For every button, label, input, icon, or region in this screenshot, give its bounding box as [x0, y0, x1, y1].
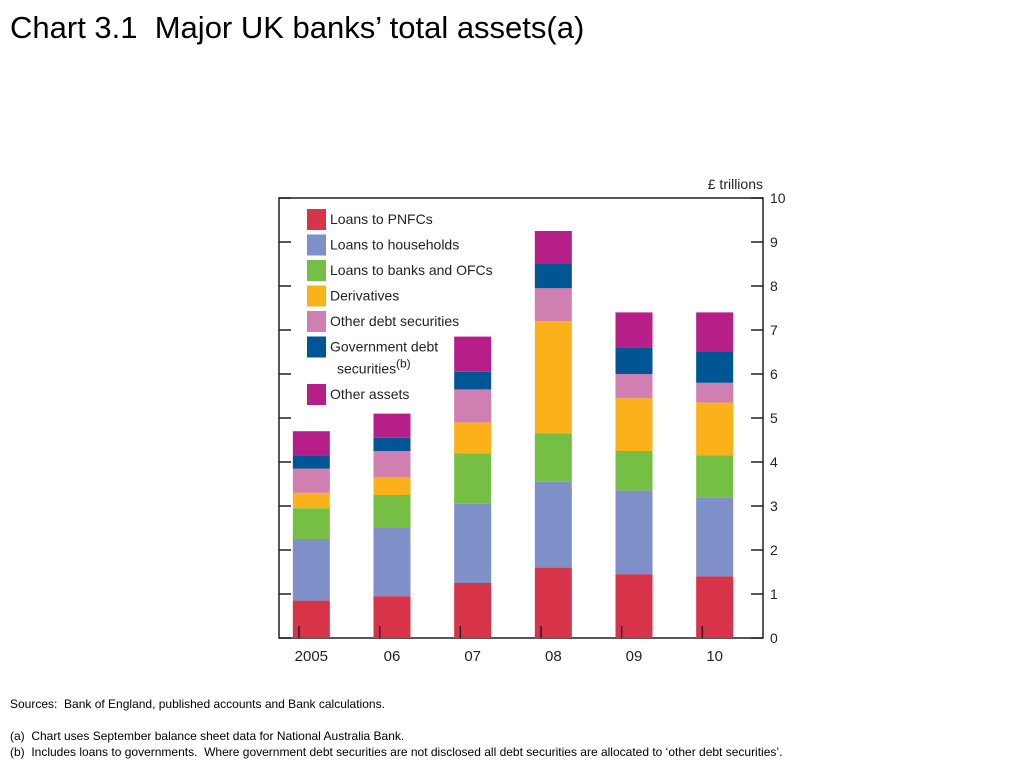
- legend-swatch: [307, 384, 326, 405]
- legend-swatch: [307, 234, 326, 256]
- bar-segment: [292, 431, 330, 456]
- bar-segment: [292, 539, 330, 601]
- footnote-a: (a) Chart uses September balance sheet d…: [10, 729, 405, 743]
- bar-segment: [292, 508, 330, 539]
- bar-segment: [696, 382, 734, 403]
- bar-segment: [292, 492, 330, 509]
- legend-swatch: [307, 285, 326, 307]
- bar-segment: [696, 312, 734, 352]
- legend-swatch: [307, 336, 326, 358]
- y-tick-label: 9: [770, 234, 778, 250]
- y-tick-label: 0: [770, 630, 778, 646]
- bar-segment: [454, 389, 492, 423]
- legend-label: Other debt securities: [330, 313, 459, 329]
- y-tick-label: 3: [770, 498, 778, 514]
- bar-segment: [454, 453, 492, 504]
- bar-segment: [454, 422, 492, 454]
- bar-segment: [454, 336, 492, 372]
- legend-label: Derivatives: [330, 288, 399, 304]
- chart-notes: Sources: Bank of England, published acco…: [10, 696, 1015, 760]
- legend-label: Loans to PNFCs: [330, 211, 433, 227]
- x-tick-label: 07: [464, 648, 481, 665]
- footnote-b: (b) Includes loans to governments. Where…: [10, 745, 783, 759]
- legend-swatch: [307, 260, 326, 281]
- legend-label: securities: [337, 361, 396, 377]
- bar-segment: [373, 437, 411, 451]
- bar-segment: [373, 451, 411, 478]
- bar-segment: [454, 371, 492, 390]
- bar-segment: [534, 231, 572, 264]
- bar-segment: [534, 433, 572, 482]
- x-tick-label: 09: [626, 648, 643, 665]
- bar-segment: [373, 477, 411, 495]
- sources-note: Sources: Bank of England, published acco…: [10, 697, 385, 711]
- y-tick-label: 10: [770, 190, 786, 206]
- bar-segment: [373, 495, 411, 528]
- stacked-bar-chart: 0 1 2 3 4 5 6 7 8 9 10 £ trillions 2005 06 07 08 09 10 Loa…: [278, 176, 786, 665]
- slide-title: Chart 3.1 Major UK banks’ total assets(a…: [10, 10, 585, 45]
- legend-label: Loans to banks and OFCs: [330, 262, 493, 278]
- legend-label: Other assets: [330, 386, 409, 402]
- bar-segment: [696, 402, 734, 456]
- bar-segment: [534, 481, 572, 568]
- bar-segment: [373, 528, 411, 597]
- legend-superscript: (b): [396, 357, 411, 371]
- legend-swatch: [307, 311, 326, 332]
- y-tick-label: 1: [770, 586, 778, 602]
- bar-segment: [696, 352, 734, 383]
- x-tick-label: 10: [706, 648, 723, 665]
- bar-segment: [615, 312, 653, 348]
- bar-segment: [696, 497, 734, 577]
- y-tick-label: 6: [770, 366, 778, 382]
- bar-segment: [615, 451, 653, 491]
- y-tick-label: 2: [770, 542, 778, 558]
- y-tick-label: 4: [770, 454, 778, 470]
- bar-segment: [615, 374, 653, 399]
- bar-segment: [292, 455, 330, 469]
- bar-segment: [534, 321, 572, 434]
- bar-segment: [615, 398, 653, 451]
- bar-segment: [696, 455, 734, 498]
- bar-segment: [615, 490, 653, 575]
- y-tick-label: 5: [770, 410, 778, 426]
- y-tick-label: 8: [770, 278, 778, 294]
- y-tick-label: 7: [770, 322, 778, 338]
- legend-swatch: [307, 209, 326, 230]
- bar-segment: [534, 288, 572, 322]
- x-tick-label: 06: [384, 648, 401, 665]
- bar-segment: [454, 503, 492, 583]
- y-axis-unit-label: £ trillions: [708, 176, 763, 192]
- legend-label: Government debt: [330, 339, 438, 355]
- bar-segment: [534, 264, 572, 289]
- x-tick-label: 08: [545, 648, 562, 665]
- bar-segment: [373, 413, 411, 438]
- bar-segment: [292, 468, 330, 493]
- bar-segment: [615, 347, 653, 374]
- legend-label: Loans to households: [330, 237, 459, 253]
- x-tick-label: 2005: [295, 648, 328, 665]
